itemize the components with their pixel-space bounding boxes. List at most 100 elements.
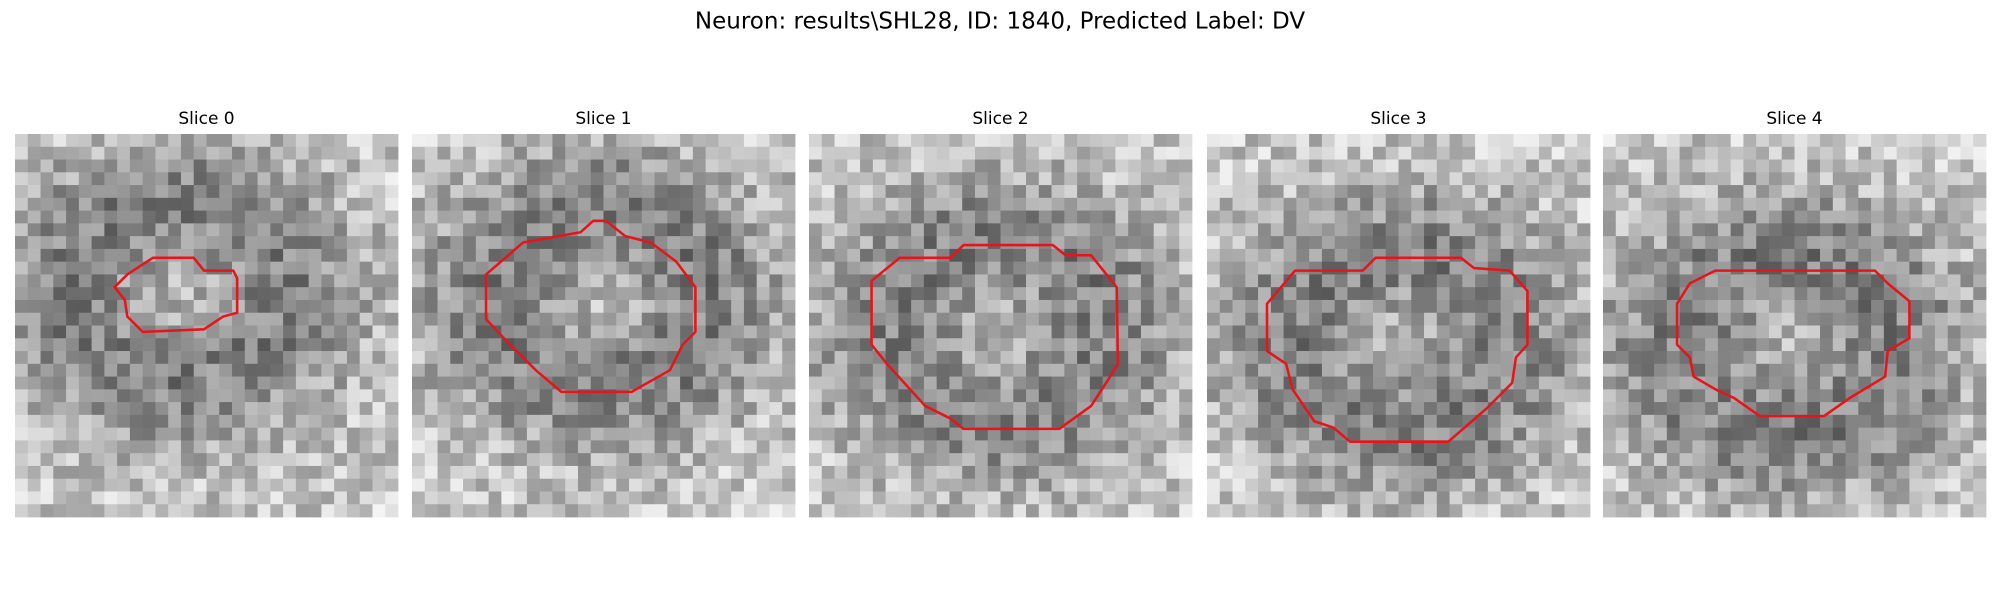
pixel: [731, 146, 745, 160]
pixel: [974, 427, 989, 441]
pixel: [565, 248, 579, 263]
pixel: [1781, 440, 1795, 454]
pixel: [923, 274, 938, 288]
pixel: [385, 172, 399, 186]
pixel: [1883, 402, 1898, 416]
pixel: [718, 210, 732, 224]
pixel: [1166, 376, 1180, 390]
pixel: [1000, 146, 1014, 160]
pixel: [1283, 402, 1297, 416]
pixel: [27, 440, 41, 454]
pixel: [1666, 134, 1680, 148]
pixel: [1347, 159, 1361, 173]
pixel: [1462, 414, 1476, 429]
pixel: [142, 236, 156, 250]
pixel: [1013, 146, 1027, 160]
pixel: [1807, 299, 1821, 314]
pixel: [923, 491, 938, 505]
pixel: [53, 210, 67, 224]
pixel: [53, 223, 67, 237]
pixel: [1372, 325, 1387, 339]
pixel: [424, 210, 438, 224]
pixel: [809, 478, 823, 492]
pixel: [1883, 134, 1898, 148]
pixel: [769, 274, 783, 288]
pixel: [129, 338, 144, 352]
pixel: [1922, 299, 1936, 314]
pixel: [1245, 236, 1259, 250]
pixel: [872, 210, 886, 224]
pixel: [1436, 134, 1450, 148]
pixel: [821, 299, 835, 314]
pixel: [104, 414, 118, 429]
pixel: [692, 236, 707, 250]
pixel: [15, 210, 29, 224]
slice-image: [1207, 134, 1591, 518]
pixel: [962, 274, 976, 288]
pixel: [488, 146, 502, 160]
pixel: [27, 325, 41, 339]
pixel: [283, 491, 297, 505]
pixel: [219, 197, 233, 211]
pixel: [1115, 274, 1129, 288]
pixel: [1360, 376, 1374, 390]
pixel: [1551, 223, 1565, 237]
pixel: [142, 134, 156, 148]
pixel: [1411, 389, 1425, 403]
pixel: [1577, 338, 1591, 352]
pixel: [270, 210, 284, 224]
pixel: [1743, 376, 1757, 390]
pixel: [1500, 491, 1514, 505]
pixel: [705, 172, 719, 186]
pixel: [1538, 453, 1553, 467]
pixel: [1140, 376, 1155, 390]
pixel: [629, 325, 643, 339]
pixel: [78, 146, 92, 160]
pixel: [616, 338, 630, 352]
pixel: [616, 478, 630, 492]
pixel: [936, 185, 950, 199]
pixel: [1411, 376, 1425, 390]
pixel: [1551, 427, 1565, 441]
pixel: [885, 491, 899, 505]
pixel: [936, 478, 950, 492]
pixel: [219, 274, 233, 288]
pixel: [463, 274, 477, 288]
pixel: [654, 453, 668, 467]
pixel: [1051, 440, 1065, 454]
pixel: [66, 453, 80, 467]
pixel: [1513, 185, 1527, 199]
pixel: [142, 159, 156, 173]
pixel: [180, 427, 195, 441]
pixel: [1026, 465, 1040, 480]
pixel: [1436, 351, 1450, 365]
pixel: [193, 210, 207, 224]
pixel: [769, 453, 783, 467]
pixel: [616, 376, 630, 390]
pixel: [680, 325, 694, 339]
pixel: [193, 478, 207, 492]
pixel: [1934, 261, 1949, 275]
pixel: [424, 185, 438, 199]
pixel: [180, 248, 195, 263]
pixel: [667, 325, 681, 339]
pixel: [834, 504, 848, 518]
pixel: [1692, 465, 1706, 480]
pixel: [769, 210, 783, 224]
pixel: [898, 134, 912, 148]
pixel: [514, 159, 528, 173]
pixel: [847, 248, 861, 263]
pixel: [244, 287, 258, 301]
pixel: [1820, 197, 1834, 211]
pixel: [654, 389, 668, 403]
pixel: [257, 389, 271, 403]
pixel: [834, 287, 848, 301]
pixel: [219, 287, 233, 301]
pixel: [552, 223, 566, 237]
pixel: [1475, 414, 1489, 429]
pixel: [731, 274, 745, 288]
pixel: [501, 210, 515, 224]
pixel: [283, 453, 297, 467]
pixel: [1449, 210, 1463, 224]
pixel: [539, 478, 553, 492]
